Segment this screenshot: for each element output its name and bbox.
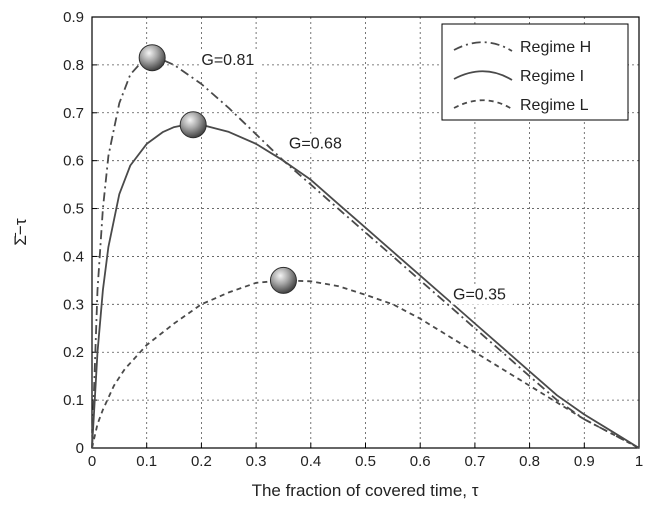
y-tick-label: 0.4 bbox=[63, 248, 84, 265]
annotation-bg bbox=[451, 284, 514, 305]
y-tick-label: 0.5 bbox=[63, 201, 84, 218]
annotation-label: G=0.81 bbox=[201, 52, 254, 69]
x-axis-label: The fraction of covered time, τ bbox=[252, 481, 479, 500]
legend: Regime H Regime I Regime L bbox=[441, 23, 629, 121]
x-tick-label: 0.3 bbox=[246, 453, 267, 470]
x-tick-label: 0 bbox=[88, 453, 96, 470]
legend-swatch-regime-h bbox=[453, 41, 513, 52]
x-tick-label: 0.5 bbox=[355, 453, 376, 470]
legend-swatch-regime-l bbox=[453, 99, 513, 110]
legend-label-regime-h: Regime H bbox=[520, 39, 591, 56]
x-tick-label: 0.6 bbox=[410, 453, 431, 470]
y-axis-label: Σ̄−τ bbox=[11, 218, 30, 245]
annotation-label: G=0.35 bbox=[453, 287, 506, 304]
y-tick-label: 0.2 bbox=[63, 344, 84, 361]
x-axis-ticks: 0 0.1 0.2 0.3 0.4 0.5 0.6 0.7 0.8 0.9 1 bbox=[88, 443, 643, 470]
series-group bbox=[91, 56, 640, 449]
x-tick-label: 0.2 bbox=[191, 453, 212, 470]
x-tick-label: 0.1 bbox=[136, 453, 157, 470]
peak-markers bbox=[138, 44, 297, 294]
x-tick-label: 0.8 bbox=[519, 453, 540, 470]
annotation-bg bbox=[286, 133, 349, 154]
peak-marker bbox=[138, 44, 166, 72]
y-tick-label: 0 bbox=[76, 440, 84, 457]
series-line-regime-i bbox=[91, 122, 640, 449]
y-tick-label: 0.9 bbox=[63, 9, 84, 26]
x-tick-label: 0.7 bbox=[464, 453, 485, 470]
y-tick-label: 0.8 bbox=[63, 57, 84, 74]
y-tick-label: 0.7 bbox=[63, 105, 84, 122]
annotation-label: G=0.68 bbox=[289, 136, 342, 153]
y-tick-label: 0.6 bbox=[63, 153, 84, 170]
x-tick-label: 0.9 bbox=[574, 453, 595, 470]
x-tick-label: 0.4 bbox=[300, 453, 321, 470]
peak-marker bbox=[179, 111, 207, 139]
annotation-bg bbox=[199, 49, 262, 70]
y-tick-label: 0.1 bbox=[63, 392, 84, 409]
y-axis-ticks: 0 0.1 0.2 0.3 0.4 0.5 0.6 0.7 0.8 0.9 bbox=[63, 9, 97, 457]
series-line-regime-l bbox=[91, 279, 640, 449]
annotations: G=0.81 G=0.68 G=0.35 bbox=[199, 49, 514, 305]
x-tick-label: 1 bbox=[635, 453, 643, 470]
legend-swatch-regime-i bbox=[453, 70, 513, 81]
y-tick-label: 0.3 bbox=[63, 296, 84, 313]
legend-label-regime-l: Regime L bbox=[520, 97, 589, 114]
legend-label-regime-i: Regime I bbox=[520, 68, 584, 85]
peak-marker bbox=[269, 266, 297, 294]
